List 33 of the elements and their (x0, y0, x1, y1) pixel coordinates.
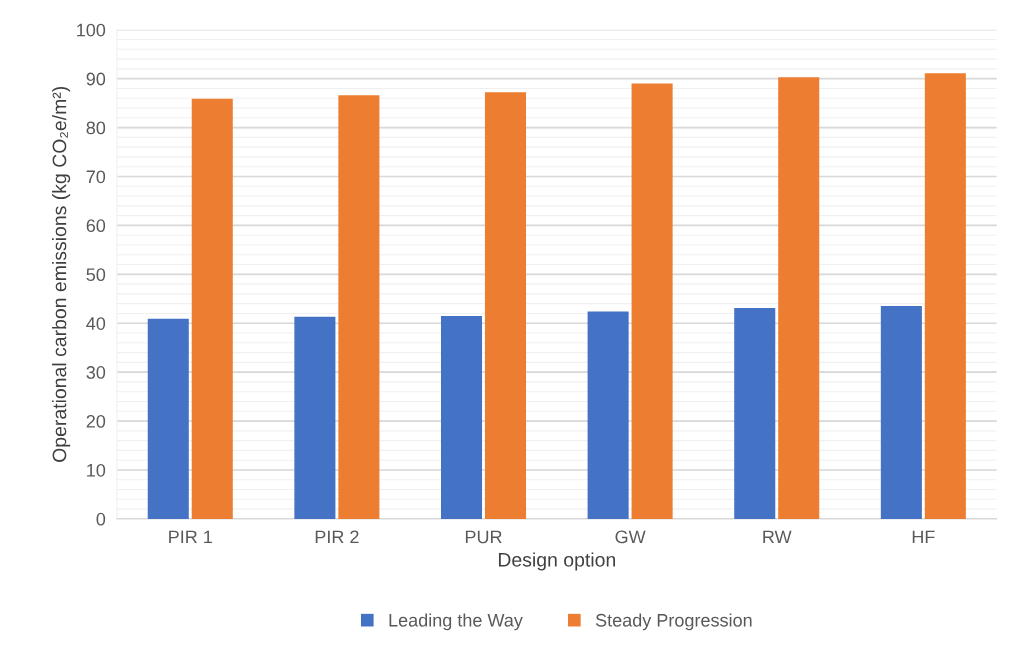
bar (924, 73, 966, 519)
x-tick-label: HF (912, 530, 935, 544)
x-axis-title: Design option (498, 552, 615, 571)
bar (484, 92, 527, 519)
y-tick-label: 40 (86, 317, 106, 330)
bar (147, 318, 189, 519)
y-axis-title: Operational carbon emissions (kg CO₂e/m²) (52, 86, 71, 462)
bar (440, 315, 483, 519)
bar (294, 316, 336, 519)
y-tick-label: 70 (86, 170, 106, 184)
bar (880, 306, 922, 519)
y-tick-label: 20 (86, 414, 106, 428)
x-tick-label: PIR 2 (315, 530, 359, 544)
bar (631, 83, 673, 519)
y-tick-label: 50 (86, 268, 106, 282)
bar (778, 77, 820, 519)
bar (191, 98, 233, 519)
y-tick-label: 30 (86, 366, 106, 379)
legend-label: Leading the Way (389, 613, 523, 631)
legend-label: Steady Progression (595, 613, 752, 631)
y-tick-label: 60 (86, 219, 106, 233)
bar (338, 95, 380, 519)
y-tick-label: 0 (96, 512, 106, 526)
y-tick-label: 100 (77, 23, 106, 37)
y-tick-label: 80 (86, 121, 106, 135)
x-tick-label: PUR (465, 530, 502, 544)
y-tick-label: 10 (87, 463, 106, 477)
x-tick-label: RW (763, 530, 792, 544)
bar (734, 308, 776, 519)
x-tick-label: GW (615, 530, 646, 544)
y-tick-label: 90 (86, 72, 106, 86)
x-tick-label: PIR 1 (169, 530, 212, 544)
bar (587, 311, 629, 519)
